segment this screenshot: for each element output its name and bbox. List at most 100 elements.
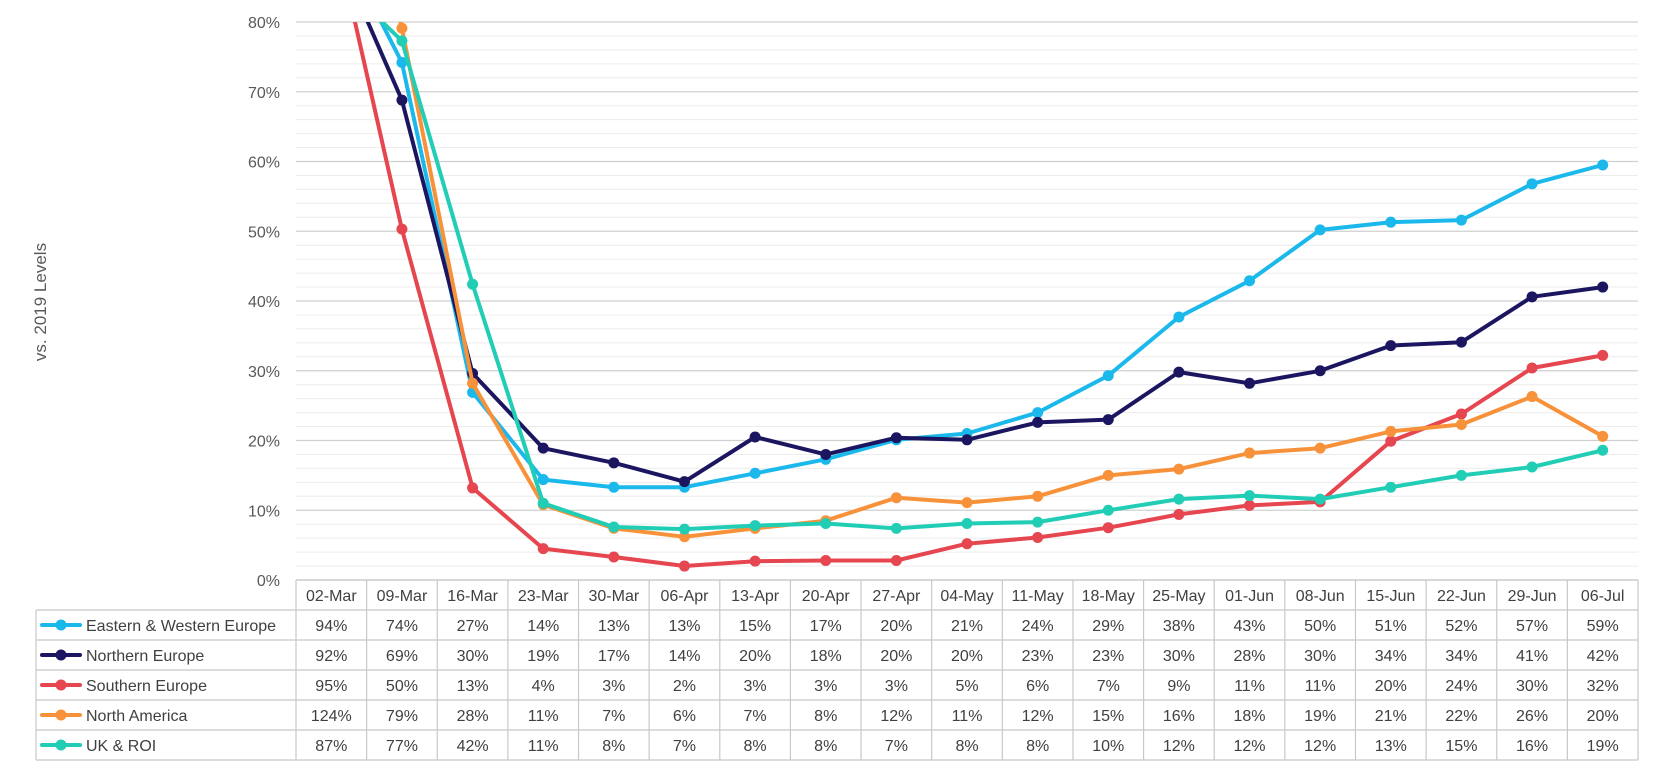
data-label: 11% xyxy=(1234,678,1265,695)
data-label: 18% xyxy=(1234,708,1266,725)
x-category-label: 16-Mar xyxy=(447,588,498,605)
data-point xyxy=(1597,159,1609,171)
data-label: 22% xyxy=(1445,708,1477,725)
data-point xyxy=(1173,366,1185,378)
x-category-label: 18-May xyxy=(1082,588,1135,605)
data-label: 12% xyxy=(1022,708,1054,725)
data-point xyxy=(961,434,973,446)
data-label: 17% xyxy=(598,648,630,665)
data-label: 20% xyxy=(951,648,983,665)
data-label: 124% xyxy=(311,708,352,725)
x-category-label: 25-May xyxy=(1152,588,1205,605)
data-label: 3% xyxy=(744,678,767,695)
data-point xyxy=(608,481,620,493)
data-point xyxy=(467,278,479,290)
data-point xyxy=(820,448,832,460)
series-name: Eastern & Western Europe xyxy=(86,618,276,635)
x-category-label: 13-Apr xyxy=(731,588,780,605)
data-label: 3% xyxy=(814,678,837,695)
y-tick-label: 20% xyxy=(248,434,280,451)
x-category-label: 02-Mar xyxy=(306,588,357,605)
data-label: 28% xyxy=(1234,648,1266,665)
data-point xyxy=(1314,365,1326,377)
data-label: 11% xyxy=(1305,678,1336,695)
data-point xyxy=(1102,504,1114,516)
data-point xyxy=(1526,461,1538,473)
data-label: 95% xyxy=(315,678,347,695)
data-label: 8% xyxy=(744,738,767,755)
data-label: 18% xyxy=(810,648,842,665)
series-name: UK & ROI xyxy=(86,738,156,755)
y-tick-label: 60% xyxy=(248,155,280,172)
data-point xyxy=(1526,291,1538,303)
data-label: 50% xyxy=(1304,618,1336,635)
data-point xyxy=(1032,407,1044,419)
data-label: 12% xyxy=(1304,738,1336,755)
data-point xyxy=(678,476,690,488)
data-label: 10% xyxy=(1092,738,1124,755)
data-label: 11% xyxy=(952,708,983,725)
data-point xyxy=(749,555,761,567)
data-label: 29% xyxy=(1092,618,1124,635)
data-label: 74% xyxy=(386,618,418,635)
data-label: 8% xyxy=(955,738,978,755)
data-label: 6% xyxy=(673,708,696,725)
legend-key xyxy=(40,739,82,751)
data-point xyxy=(1173,493,1185,505)
series-line xyxy=(379,22,1605,532)
data-label: 24% xyxy=(1022,618,1054,635)
data-point xyxy=(1102,370,1114,382)
y-axis-title: vs. 2019 Levels xyxy=(31,243,50,361)
data-point xyxy=(396,94,408,106)
series-name: Northern Europe xyxy=(86,648,204,665)
data-label: 5% xyxy=(955,678,978,695)
data-label: 13% xyxy=(668,618,700,635)
data-point xyxy=(749,467,761,479)
data-label: 7% xyxy=(673,738,696,755)
data-point xyxy=(608,457,620,469)
data-label: 13% xyxy=(1375,738,1407,755)
series-2 xyxy=(352,22,1609,572)
data-label: 20% xyxy=(739,648,771,665)
data-label: 21% xyxy=(951,618,983,635)
data-label: 16% xyxy=(1516,738,1548,755)
data-label: 12% xyxy=(880,708,912,725)
data-point xyxy=(608,521,620,533)
data-label: 3% xyxy=(602,678,625,695)
legend-key xyxy=(40,679,82,691)
series-lines xyxy=(352,22,1609,572)
data-point xyxy=(749,520,761,532)
data-label: 34% xyxy=(1445,648,1477,665)
data-label: 13% xyxy=(598,618,630,635)
data-label: 30% xyxy=(1163,648,1195,665)
data-label: 26% xyxy=(1516,708,1548,725)
data-point xyxy=(1385,340,1397,352)
data-label: 19% xyxy=(1587,738,1619,755)
data-point xyxy=(1597,349,1609,361)
data-label: 20% xyxy=(1587,708,1619,725)
data-point xyxy=(1526,391,1538,403)
data-point xyxy=(1314,442,1326,454)
data-point xyxy=(1173,463,1185,475)
data-label: 8% xyxy=(814,738,837,755)
series-line xyxy=(365,22,1605,484)
data-label: 7% xyxy=(885,738,908,755)
legend-key xyxy=(40,649,82,661)
series-0 xyxy=(378,22,1609,493)
data-point xyxy=(1455,214,1467,226)
data-label: 27% xyxy=(457,618,489,635)
data-point xyxy=(1102,469,1114,481)
data-label: 19% xyxy=(527,648,559,665)
data-point xyxy=(820,554,832,566)
x-category-label: 08-Jun xyxy=(1296,588,1345,605)
data-label: 20% xyxy=(1375,678,1407,695)
data-label: 21% xyxy=(1375,708,1407,725)
x-category-label: 15-Jun xyxy=(1366,588,1415,605)
data-label: 13% xyxy=(457,678,489,695)
y-tick-label: 50% xyxy=(248,224,280,241)
data-point xyxy=(1385,435,1397,447)
data-label: 2% xyxy=(673,678,696,695)
data-label: 20% xyxy=(880,618,912,635)
data-point xyxy=(537,442,549,454)
